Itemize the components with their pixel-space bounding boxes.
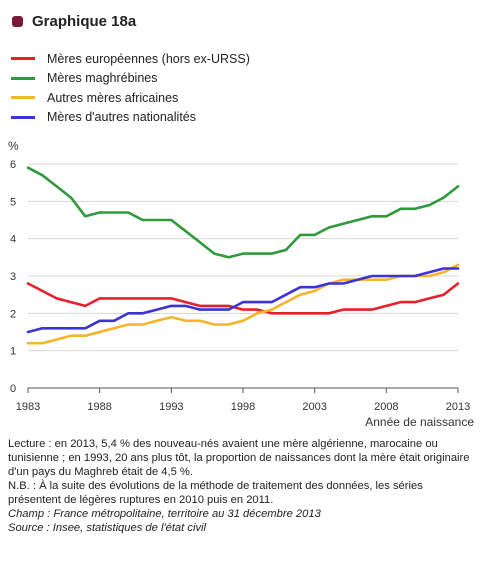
y-axis-unit: %: [8, 139, 19, 153]
y-tick-label: 1: [10, 346, 16, 358]
note-source: Source : Insee, statistiques de l'état c…: [8, 522, 207, 534]
y-axis-labels: 0 1 2 3 4 5 6: [10, 159, 16, 395]
chart-header: Graphique 18a: [12, 10, 136, 32]
series-line-1: [26, 166, 460, 259]
y-tick-label: 6: [10, 159, 16, 171]
legend-swatch-africaines: [11, 96, 35, 100]
y-tick-label: 2: [10, 308, 16, 320]
x-axis-title: Année de naissance: [365, 415, 474, 429]
legend-item-maghrebines: Mères maghrébines: [8, 69, 250, 89]
chart-title: Graphique 18a: [32, 12, 137, 30]
line-chart: % 0 1 2 3 4 5 6 1983 1988 1993 1998 2003 2008 2013 A…: [8, 139, 474, 429]
x-tick-label: 1998: [231, 401, 255, 413]
legend-item-africaines: Autres mères africaines: [8, 88, 250, 108]
note-reading: Lecture : en 2013, 5,4 % des nouveau-nés…: [8, 438, 470, 478]
series-line-2: [26, 263, 460, 345]
legend-label-africaines: Autres mères africaines: [47, 90, 179, 105]
series-lines: [26, 166, 460, 345]
note-champ: Champ : France métropolitaine, territoir…: [8, 508, 321, 520]
chart-legend: Mères européennes (hors ex-URSS) Mères m…: [8, 49, 250, 127]
x-axis: 1983 1988 1993 1998 2003 2008 2013: [16, 388, 470, 413]
legend-item-autres-nationalites: Mères d'autres nationalités: [8, 108, 250, 128]
legend-item-europeennes: Mères européennes (hors ex-URSS): [8, 49, 250, 69]
chart-notes: Lecture : en 2013, 5,4 % des nouveau-nés…: [8, 437, 478, 535]
legend-label-europeennes: Mères européennes (hors ex-URSS): [47, 51, 250, 66]
note-nb: N.B. : À la suite des évolutions de la m…: [8, 480, 423, 506]
series-line-0: [26, 282, 460, 315]
series-line-3: [26, 267, 460, 334]
legend-label-autres-nationalites: Mères d'autres nationalités: [47, 110, 196, 125]
legend-swatch-autres-nationalites: [11, 115, 35, 119]
y-tick-label: 3: [10, 271, 16, 283]
legend-swatch-europeennes: [11, 57, 35, 61]
x-tick-label: 2013: [446, 401, 470, 413]
x-tick-label: 1993: [159, 401, 183, 413]
legend-swatch-maghrebines: [11, 76, 35, 80]
y-tick-label: 0: [10, 383, 16, 395]
x-tick-label: 2003: [302, 401, 326, 413]
x-tick-label: 1983: [16, 401, 40, 413]
x-tick-label: 2008: [374, 401, 398, 413]
y-tick-label: 5: [10, 196, 16, 208]
legend-label-maghrebines: Mères maghrébines: [47, 71, 158, 86]
y-tick-label: 4: [10, 234, 16, 246]
x-tick-label: 1988: [87, 401, 111, 413]
title-marker-icon: [12, 15, 23, 27]
